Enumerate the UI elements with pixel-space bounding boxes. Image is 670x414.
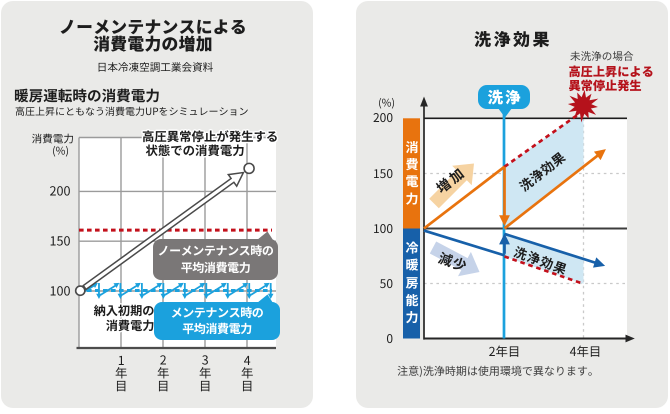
left-section-subtitle: 高圧上昇にともなう消費電力UPをシミュレーション (15, 102, 249, 118)
series-arrowhead (117, 293, 124, 299)
left-annotation-line2: 状態での消費電力 (145, 140, 245, 159)
right-ytick-100: 100 (373, 219, 393, 237)
series-arrowhead (177, 282, 184, 288)
capability-axis-bar (403, 228, 420, 339)
series-arrowhead (139, 293, 145, 299)
initial-consumption-label-line1: 納入初期の (93, 301, 155, 319)
initial-consumption-marker (74, 285, 86, 297)
series-arrowhead (246, 293, 253, 299)
abnormal-stop-marker (243, 162, 255, 175)
series-arrowhead (182, 293, 188, 299)
left-xtick-year2: 2年目 (154, 352, 173, 392)
series-segment (121, 283, 140, 296)
series-line-orange (423, 165, 506, 230)
series-segment (250, 283, 268, 296)
right-y-axis-unit: (%) (378, 95, 395, 111)
decrease-block-arrow (429, 241, 480, 277)
right-ytick-0: 0 (386, 329, 393, 347)
series-arrowhead (220, 282, 227, 288)
blue-badge-tail (257, 294, 273, 303)
left-y-axis-label: 消費電力 (31, 131, 74, 147)
x-axis-arrowhead (625, 334, 635, 343)
right-chart-series (423, 112, 606, 285)
series-segment (164, 283, 183, 296)
series-line-blue_arrow (504, 232, 600, 266)
series-arrowhead (224, 293, 231, 299)
maintenance-consumption-sawtooth (78, 282, 274, 299)
left-xtick-year1: 1年目 (112, 352, 131, 392)
unwashed-alert-line2: 異常停止発生 (568, 76, 642, 94)
series-arrowhead (242, 282, 249, 288)
series-arrowhead (199, 282, 206, 288)
left-source: 日本冷凍空調工業会資料 (96, 60, 214, 75)
right-title: 洗浄効果 (474, 25, 552, 51)
right-ytick-50: 50 (379, 274, 393, 292)
blue-badge-line1: メンテナンス時の (170, 303, 264, 321)
right-xtick-year2: 2年目 (488, 341, 521, 360)
series-arrowhead (160, 293, 167, 299)
wash-badge: 洗浄 (478, 85, 530, 118)
increase-block-arrow (429, 163, 474, 209)
unwashed-alert-line1: 高圧上昇による (568, 61, 654, 80)
y-axis-arrowhead (420, 96, 428, 107)
cleaning-effect-shade-lower (504, 234, 584, 284)
tail-triangle (257, 294, 273, 303)
left-title-line1: ノーメンテナンスによる (59, 13, 247, 38)
series-arrowhead (499, 215, 510, 227)
series-segment (185, 283, 204, 296)
blue-badge-line2: 平均消費電力 (182, 320, 252, 337)
left-ytick-150: 150 (49, 230, 71, 250)
abnormal-stop-starburst (567, 89, 599, 123)
series-line-dashed_red (504, 255, 583, 285)
unwashed-caption: 未洗浄の場合 (570, 49, 634, 64)
left-annotation-line1: 高圧異常停止が発生する (142, 126, 279, 145)
gray-badge-line1: ノーメンテナンス時の (157, 242, 274, 259)
series-line-orange_arrow (503, 151, 602, 230)
right-xtick-year4: 4年目 (569, 341, 602, 360)
series-arrowhead (203, 293, 210, 299)
capability-bar-label: 冷暖房能力 (402, 241, 422, 327)
series-arrowhead (499, 233, 510, 245)
right-ytick-150: 150 (373, 164, 393, 182)
series-arrowhead (96, 293, 102, 299)
series-segment (228, 283, 247, 296)
consumption-axis-bar (403, 118, 420, 229)
gray-badge-tail (257, 231, 273, 240)
gray-badge-line2: 平均消費電力 (180, 258, 251, 276)
right-note: 注意)洗浄時期は使用環境で異なります。 (397, 362, 599, 379)
left-title-line2: 消費電力の増加 (93, 30, 213, 55)
cleaning-effect-shade-upper (504, 118, 584, 229)
series-segment (207, 283, 226, 296)
series-segment (99, 283, 118, 296)
series-arrowhead (134, 282, 141, 288)
series-line-dashed_red (503, 112, 580, 168)
right-chart (403, 89, 635, 343)
series-arrowhead (156, 282, 163, 288)
initial-consumption-label-line2: 消費電力 (105, 315, 155, 334)
tail-triangle (257, 231, 273, 240)
consumption-bar-label: 消費電力 (402, 139, 422, 208)
series-arrowhead (113, 282, 120, 288)
left-ytick-200: 200 (49, 181, 71, 201)
wash-badge-label: 洗浄 (487, 86, 523, 108)
left-xtick-year3: 3年目 (196, 352, 215, 392)
left-ytick-100: 100 (49, 280, 71, 300)
series-arrowhead (267, 293, 274, 299)
series-segment (142, 283, 161, 296)
left-y-axis-unit: (%) (52, 143, 69, 159)
series-arrowhead (263, 282, 270, 288)
left-xtick-year4: 4年目 (238, 352, 257, 392)
no-maintenance-average-badge: ノーメンテナンス時の 平均消費電力 (153, 231, 278, 280)
tail-triangle (498, 108, 512, 118)
wash-badge-tail (498, 108, 512, 118)
maintenance-average-badge: メンテナンス時の 平均消費電力 (154, 294, 280, 340)
no-maintenance-rising-arrow (82, 171, 245, 291)
series-line-blue (423, 229, 505, 257)
right-ytick-200: 200 (373, 109, 393, 127)
left-section-title: 暖房運転時の消費電力 (14, 84, 160, 106)
